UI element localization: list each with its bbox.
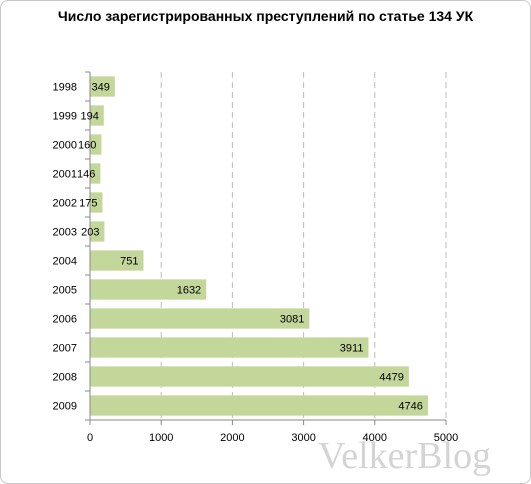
data-label: 175	[79, 198, 97, 210]
data-label: 203	[81, 227, 99, 239]
data-label: 3911	[340, 343, 364, 355]
x-tick-label: 1000	[149, 432, 173, 444]
chart-title: Число зарегистрированных преступлений по…	[57, 8, 474, 24]
bar	[90, 308, 310, 329]
bar	[90, 221, 105, 242]
category-label: 2001	[53, 169, 77, 181]
data-label: 349	[91, 82, 109, 94]
category-label: 2002	[53, 198, 77, 210]
data-label: 3081	[280, 314, 304, 326]
category-label: 2004	[53, 256, 77, 268]
bar	[90, 163, 101, 184]
gridlines	[160, 72, 447, 420]
x-tick-label: 0	[87, 432, 93, 444]
data-label: 751	[120, 256, 138, 268]
category-label: 2006	[53, 314, 77, 326]
labels: 3491998194199916020001462001175200220320…	[53, 82, 459, 445]
bar	[90, 250, 144, 271]
category-label: 2000	[53, 140, 77, 152]
data-label: 146	[77, 169, 95, 181]
category-label: 2007	[53, 343, 77, 355]
bars	[90, 76, 428, 416]
bar	[90, 366, 409, 387]
bar	[90, 395, 428, 416]
data-label: 4746	[398, 401, 422, 413]
x-tick-label: 2000	[220, 432, 244, 444]
bar	[90, 76, 115, 97]
bar	[90, 105, 104, 126]
data-label: 160	[78, 140, 96, 152]
category-label: 1999	[53, 111, 77, 123]
category-label: 2009	[53, 401, 77, 413]
category-label: 1998	[53, 82, 77, 94]
category-label: 2005	[53, 285, 77, 297]
x-tick-label: 5000	[434, 432, 458, 444]
bar	[90, 337, 369, 358]
bar	[90, 192, 103, 213]
data-label: 194	[80, 111, 98, 123]
axes	[85, 71, 447, 425]
x-tick-label: 3000	[291, 432, 315, 444]
watermark-logo: VelkerBlog	[318, 435, 492, 477]
bar	[90, 279, 207, 300]
bar	[90, 134, 102, 155]
data-label: 1632	[177, 285, 201, 297]
category-label: 2003	[53, 227, 77, 239]
data-label: 4479	[379, 372, 403, 384]
x-tick-label: 4000	[363, 432, 387, 444]
category-label: 2008	[53, 372, 77, 384]
